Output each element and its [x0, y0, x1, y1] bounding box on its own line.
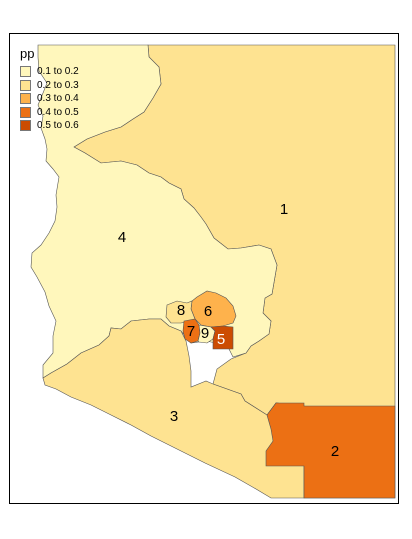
district-label-5: 5	[217, 331, 225, 348]
legend-entry-4: 0.4 to 0.5	[20, 106, 79, 120]
map-frame: 1 2 3 4 5 6 7 8 9	[9, 33, 399, 504]
district-label-4: 4	[118, 229, 126, 246]
legend: pp 0.1 to 0.2 0.2 to 0.3 0.3 to 0.4 0.4 …	[20, 46, 79, 133]
district-label-9: 9	[201, 325, 209, 342]
legend-entry-3: 0.3 to 0.4	[20, 92, 79, 106]
district-label-2: 2	[331, 443, 339, 460]
district-3[interactable]	[42, 318, 305, 499]
legend-label-2: 0.2 to 0.3	[37, 79, 79, 91]
legend-entry-5: 0.5 to 0.6	[20, 119, 79, 133]
legend-swatch-5	[20, 120, 31, 132]
district-5[interactable]	[210, 325, 234, 350]
district-2[interactable]	[265, 402, 396, 499]
legend-swatch-1	[20, 66, 31, 78]
district-label-7: 7	[187, 323, 195, 340]
legend-entry-1: 0.1 to 0.2	[20, 65, 79, 79]
legend-label-4: 0.4 to 0.5	[37, 106, 79, 118]
district-label-3: 3	[170, 408, 178, 425]
legend-label-3: 0.3 to 0.4	[37, 93, 79, 105]
legend-swatch-4	[20, 106, 31, 118]
legend-swatch-2	[20, 79, 31, 91]
district-label-8: 8	[177, 302, 185, 319]
arizona-district-map: 1 2 3 4 5 6 7 8 9	[30, 44, 396, 499]
district-label-6: 6	[204, 303, 212, 320]
district-label-1: 1	[280, 201, 288, 218]
legend-swatch-3	[20, 93, 31, 105]
legend-title: pp	[20, 46, 35, 61]
legend-entry-2: 0.2 to 0.3	[20, 79, 79, 93]
legend-label-5: 0.5 to 0.6	[37, 120, 79, 132]
legend-label-1: 0.1 to 0.2	[37, 66, 79, 78]
